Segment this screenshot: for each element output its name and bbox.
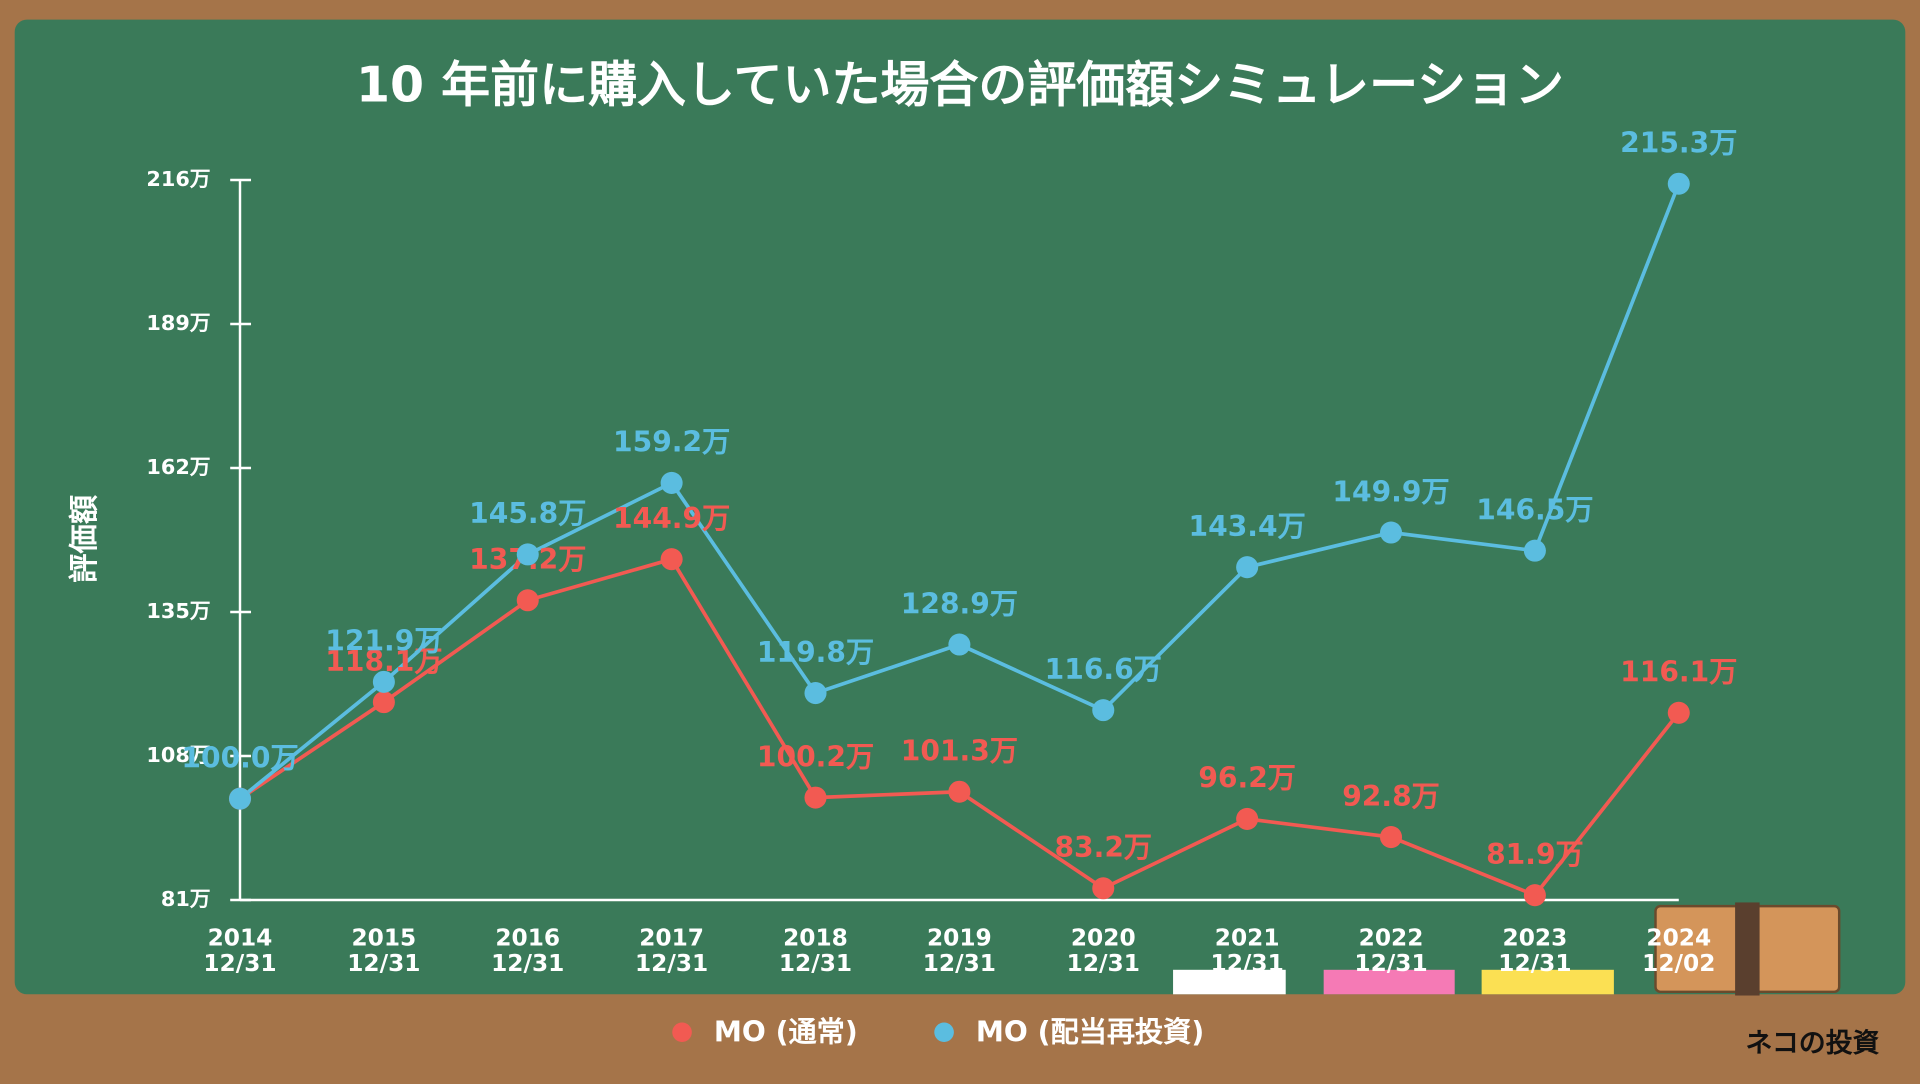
y-tick-label: 162万	[146, 455, 210, 479]
x-tick-label: 2024 12/02	[1642, 925, 1716, 978]
x-tick-label: 2014 12/31	[203, 925, 277, 978]
point	[948, 633, 971, 656]
x-tick-label-box: 2020 12/31	[1066, 925, 1140, 978]
chalk-white	[1173, 969, 1286, 995]
x-tick-label: 2023 12/31	[1498, 925, 1572, 978]
y-tick-label: 216万	[146, 167, 210, 191]
x-tick-label: 2016 12/31	[491, 925, 565, 978]
chalk-pink	[1323, 969, 1455, 995]
data-label: 116.6万	[1045, 653, 1162, 686]
y-tick-label: 135万	[146, 599, 210, 623]
x-tick-label: 2017 12/31	[634, 925, 709, 978]
data-label: 146.5万	[1476, 493, 1593, 526]
point	[1092, 699, 1115, 722]
point	[372, 670, 395, 693]
x-tick-label: 2015 12/31	[347, 925, 421, 978]
y-tick-label: 108万	[146, 743, 210, 767]
x-tick-label-box: 2024 12/02	[1642, 925, 1716, 978]
y-axis-label: 評価額	[67, 495, 101, 583]
data-label: 83.2万	[1054, 831, 1152, 864]
data-label: 119.8万	[757, 636, 874, 669]
data-label: 121.9万	[325, 625, 442, 658]
point	[372, 691, 395, 714]
point	[516, 589, 539, 612]
x-tick-label-box: 2017 12/31	[634, 925, 709, 978]
board	[14, 19, 1906, 995]
x-tick-label: 2022 12/31	[1354, 925, 1428, 978]
data-label: 143.4万	[1189, 510, 1306, 543]
chart-title: 10 年前に購入していた場合の評価額シミュレーション	[356, 57, 1564, 114]
point	[804, 786, 827, 809]
point	[228, 787, 252, 810]
x-tick-label-box: 2019 12/31	[922, 925, 997, 978]
x-tick-label-box: 2022 12/31	[1354, 925, 1428, 978]
data-label: 159.2万	[613, 426, 730, 459]
brand: ネコの投資	[1746, 1028, 1880, 1059]
chalk-yellow	[1481, 969, 1614, 995]
point	[1236, 807, 1259, 830]
data-label: 145.8万	[469, 497, 586, 530]
data-label: 92.8万	[1342, 780, 1440, 813]
x-tick-label-box: 2015 12/31	[347, 925, 421, 978]
data-label: 100.0万	[181, 741, 298, 774]
x-tick-label-box: 2023 12/31	[1498, 925, 1572, 978]
x-tick-label-box: 2018 12/31	[778, 925, 853, 978]
y-tick-label: 189万	[146, 311, 210, 335]
y-tick-label: 81万	[161, 887, 211, 911]
x-tick-label-box: 2016 12/31	[491, 925, 565, 978]
legend-label: MO (通常)	[714, 1015, 858, 1048]
point	[1667, 172, 1690, 195]
x-tick-label: 2019 12/31	[922, 925, 997, 978]
data-label: 81.9万	[1486, 838, 1584, 871]
point	[1380, 521, 1403, 544]
x-tick-label-box: 2021 12/31	[1210, 925, 1284, 978]
point	[660, 471, 683, 494]
point	[516, 543, 539, 566]
data-label: 101.3万	[901, 735, 1018, 768]
x-tick-label-box: 2014 12/31	[203, 925, 277, 978]
point	[1667, 701, 1690, 724]
x-tick-label: 2018 12/31	[778, 925, 853, 978]
data-label: 144.9万	[613, 502, 730, 535]
data-label: 116.1万	[1620, 656, 1737, 689]
point	[804, 682, 827, 705]
point	[1523, 884, 1546, 907]
data-label: 128.9万	[901, 587, 1018, 620]
data-label: 215.3万	[1620, 127, 1737, 160]
legend-marker	[934, 1022, 954, 1043]
data-label: 96.2万	[1198, 762, 1296, 795]
point	[948, 780, 971, 803]
point	[1380, 826, 1403, 849]
point	[1236, 556, 1259, 579]
point	[1523, 539, 1546, 562]
x-tick-label: 2021 12/31	[1210, 925, 1284, 978]
legend-marker	[672, 1022, 692, 1043]
legend-label: MO (配当再投資)	[976, 1015, 1204, 1048]
point	[660, 548, 683, 571]
eraser-band	[1735, 902, 1760, 996]
x-tick-label: 2020 12/31	[1066, 925, 1140, 978]
point	[1092, 877, 1115, 900]
data-label: 100.2万	[757, 740, 874, 773]
data-label: 149.9万	[1332, 475, 1449, 508]
